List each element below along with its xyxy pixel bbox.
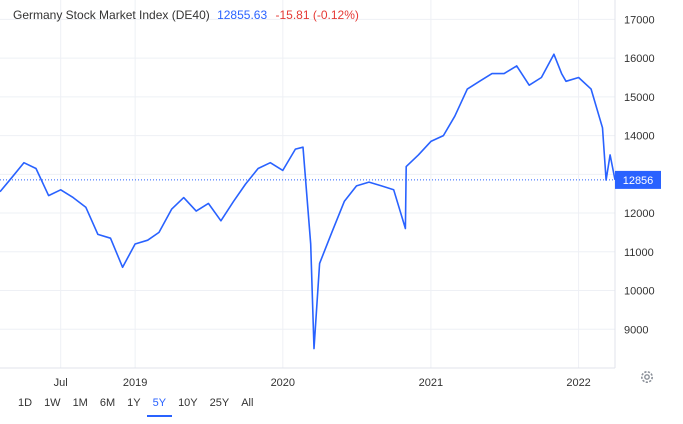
last-value-badge-label: 12856: [623, 175, 654, 187]
index-price: 12855.63: [217, 8, 268, 22]
period-all[interactable]: All: [241, 397, 254, 409]
x-tick-label: 2021: [419, 377, 443, 389]
chart-header: Germany Stock Market Index (DE40) 12855.…: [13, 8, 359, 22]
gear-icon[interactable]: [639, 369, 655, 385]
period-5y[interactable]: 5Y: [146, 393, 173, 417]
y-tick-label: 16000: [624, 53, 655, 65]
y-tick-label: 9000: [624, 324, 648, 336]
series-line-de40: [0, 53, 616, 350]
x-tick-label: 2019: [123, 377, 147, 389]
period-1d[interactable]: 1D: [18, 397, 33, 409]
x-tick-label: 2020: [271, 377, 295, 389]
period-1w[interactable]: 1W: [44, 397, 61, 409]
period-1y[interactable]: 1Y: [127, 397, 141, 409]
last-value-badge-bg: [615, 170, 661, 189]
x-tick-label: Jul: [54, 377, 68, 389]
period-25y[interactable]: 25Y: [209, 397, 230, 409]
y-tick-label: 11000: [624, 247, 654, 259]
y-tick-label: 10000: [624, 286, 655, 298]
x-tick-label: 2022: [566, 377, 590, 389]
period-6m[interactable]: 6M: [99, 397, 116, 409]
period-1m[interactable]: 1M: [72, 397, 88, 409]
period-selector: 1D 1W 1M 6M 1Y 5Y 10Y 25Y All: [12, 393, 259, 417]
index-change: -15.81 (-0.12%): [275, 8, 359, 22]
x-axis-tick-labels: Jul 2019 2020 2021 2022: [54, 377, 591, 389]
period-10y[interactable]: 10Y: [178, 397, 198, 409]
last-value-badge: 12856: [615, 170, 661, 189]
y-tick-label: 17000: [624, 14, 655, 26]
y-tick-label: 14000: [624, 131, 655, 143]
chart-grid: [0, 0, 615, 368]
y-tick-label: 12000: [624, 208, 655, 220]
index-title: Germany Stock Market Index (DE40): [13, 8, 210, 22]
y-tick-label: 15000: [624, 92, 655, 104]
